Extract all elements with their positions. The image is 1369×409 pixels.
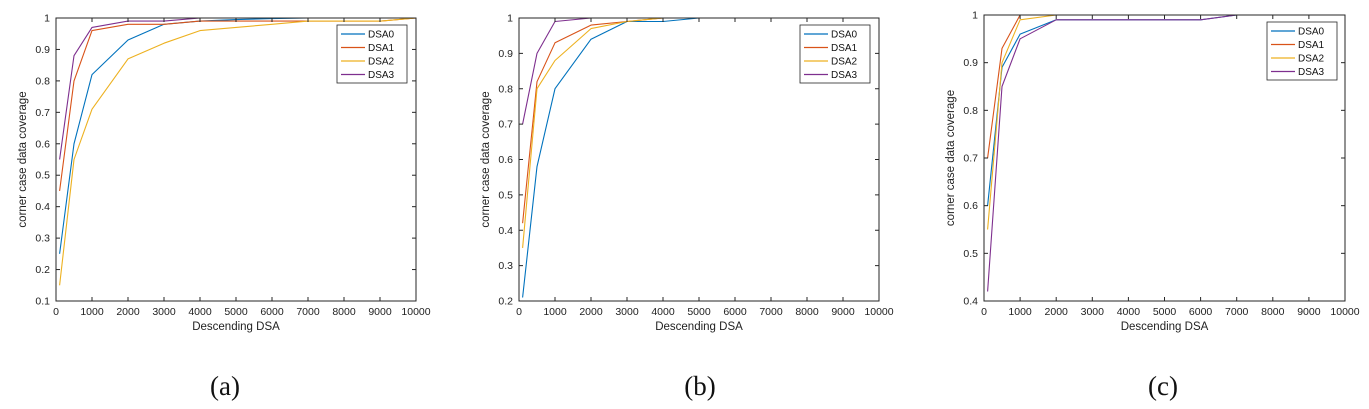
y-tick-label: 0.4 — [963, 296, 978, 308]
panel-caption: (b) — [684, 371, 715, 401]
x-tick-label: 8000 — [332, 306, 356, 318]
panel-caption: (a) — [210, 371, 240, 401]
x-tick-label: 8000 — [1261, 306, 1285, 318]
legend-label-dsa0: DSA0 — [831, 30, 858, 41]
y-tick-label: 0.3 — [35, 233, 50, 245]
legend-box — [336, 24, 408, 84]
x-tick-label: 9000 — [368, 306, 392, 318]
x-tick-label: 1000 — [1008, 306, 1032, 318]
legend-label-dsa2: DSA2 — [1298, 54, 1325, 65]
x-tick-label: 4000 — [1117, 306, 1141, 318]
x-axis-label: Descending DSA — [1121, 321, 1209, 333]
chart-b: 0 1000 2000 3000 4000 5000 6000 7000 8000 9000 100… — [480, 13, 894, 402]
legend-label-dsa3: DSA3 — [368, 70, 395, 81]
chart-a: 0 1000 2000 3000 4000 5000 6000 7000 8000 9000 100… — [17, 13, 431, 402]
legend-label-dsa1: DSA1 — [1298, 40, 1325, 51]
series-line-dsa2 — [59, 17, 417, 286]
y-axis-label: corner case data coverage — [17, 91, 29, 227]
legend-label-dsa0: DSA0 — [368, 30, 395, 41]
y-tick-label: 1 — [972, 10, 978, 22]
legend-label-dsa1: DSA1 — [368, 43, 395, 54]
y-tick-label: 0.6 — [35, 138, 50, 150]
x-tick-label: 2000 — [579, 306, 603, 318]
x-tick-label: 2000 — [1045, 306, 1069, 318]
y-tick-label: 0.9 — [498, 48, 513, 60]
x-tick-label: 0 — [981, 306, 987, 318]
y-tick-label: 0.8 — [963, 105, 978, 117]
x-tick-label: 7000 — [296, 306, 320, 318]
y-tick-label: 0.8 — [35, 75, 50, 87]
x-tick-label: 3000 — [152, 306, 176, 318]
x-tick-label: 6000 — [723, 306, 747, 318]
y-tick-label: 1 — [507, 13, 513, 25]
chart-panel-b: 0 1000 2000 3000 4000 5000 6000 7000 8000 9000 100… — [456, 0, 912, 409]
legend-label-dsa2: DSA2 — [368, 57, 395, 68]
x-tick-label: 5000 — [224, 306, 248, 318]
x-tick-label: 10000 — [1330, 306, 1359, 318]
x-tick-label: 0 — [516, 306, 522, 318]
y-tick-label: 0.4 — [35, 201, 50, 213]
legend-label-dsa2: DSA2 — [831, 57, 858, 68]
x-tick-label: 10000 — [864, 306, 893, 318]
legend-box — [799, 24, 871, 84]
x-tick-label: 3000 — [1081, 306, 1105, 318]
y-tick-label: 0.5 — [498, 189, 513, 201]
y-tick-label: 0.9 — [963, 57, 978, 69]
x-axis-label: Descending DSA — [655, 321, 743, 333]
x-tick-label: 2000 — [116, 306, 140, 318]
panel-caption: (c) — [1148, 371, 1178, 401]
y-tick-label: 0.7 — [35, 107, 50, 119]
y-axis-label: corner case data coverage — [480, 91, 492, 227]
y-tick-label: 0.6 — [498, 154, 513, 166]
x-tick-label: 1000 — [80, 306, 104, 318]
x-tick-label: 7000 — [1225, 306, 1249, 318]
x-tick-label: 5000 — [687, 306, 711, 318]
x-tick-label: 9000 — [831, 306, 855, 318]
y-tick-label: 0.7 — [498, 119, 513, 131]
legend: DSA0 DSA1 DSA2 DSA3 — [1266, 21, 1338, 81]
x-tick-label: 8000 — [795, 306, 819, 318]
x-axis-label: Descending DSA — [192, 321, 280, 333]
y-tick-label: 0.4 — [498, 225, 513, 237]
x-tick-label: 9000 — [1297, 306, 1321, 318]
legend-label-dsa3: DSA3 — [831, 70, 858, 81]
legend-box — [1266, 21, 1338, 81]
x-tick-label: 6000 — [1189, 306, 1213, 318]
y-tick-label: 0.8 — [498, 83, 513, 95]
x-tick-label: 7000 — [759, 306, 783, 318]
x-tick-label: 3000 — [615, 306, 639, 318]
legend: DSA0 DSA1 DSA2 DSA3 — [799, 24, 871, 84]
y-axis-label: corner case data coverage — [945, 90, 957, 226]
legend: DSA0 DSA1 DSA2 DSA3 — [336, 24, 408, 84]
chart-panel-c: 0 1000 2000 3000 4000 5000 6000 7000 8000 9000 100… — [912, 0, 1369, 409]
chart-c: 0 1000 2000 3000 4000 5000 6000 7000 8000 9000 100… — [945, 10, 1360, 402]
y-tick-label: 0.2 — [498, 296, 513, 308]
legend-label-dsa1: DSA1 — [831, 43, 858, 54]
x-tick-label: 1000 — [543, 306, 567, 318]
y-tick-label: 0.2 — [35, 264, 50, 276]
x-tick-label: 5000 — [1153, 306, 1177, 318]
x-tick-label: 4000 — [188, 306, 212, 318]
y-tick-label: 0.5 — [963, 248, 978, 260]
y-tick-label: 0.5 — [35, 170, 50, 182]
y-tick-label: 0.1 — [35, 296, 50, 308]
legend-label-dsa0: DSA0 — [1298, 27, 1325, 38]
y-tick-label: 0.9 — [35, 44, 50, 56]
x-tick-label: 10000 — [401, 306, 430, 318]
x-tick-label: 4000 — [651, 306, 675, 318]
chart-panel-a: 0 1000 2000 3000 4000 5000 6000 7000 8000 9000 100… — [0, 0, 456, 409]
y-tick-label: 0.7 — [963, 153, 978, 165]
y-tick-label: 1 — [44, 13, 50, 25]
x-tick-label: 0 — [53, 306, 59, 318]
x-tick-label: 6000 — [260, 306, 284, 318]
legend-label-dsa3: DSA3 — [1298, 67, 1325, 78]
y-tick-label: 0.6 — [963, 200, 978, 212]
y-tick-label: 0.3 — [498, 260, 513, 272]
